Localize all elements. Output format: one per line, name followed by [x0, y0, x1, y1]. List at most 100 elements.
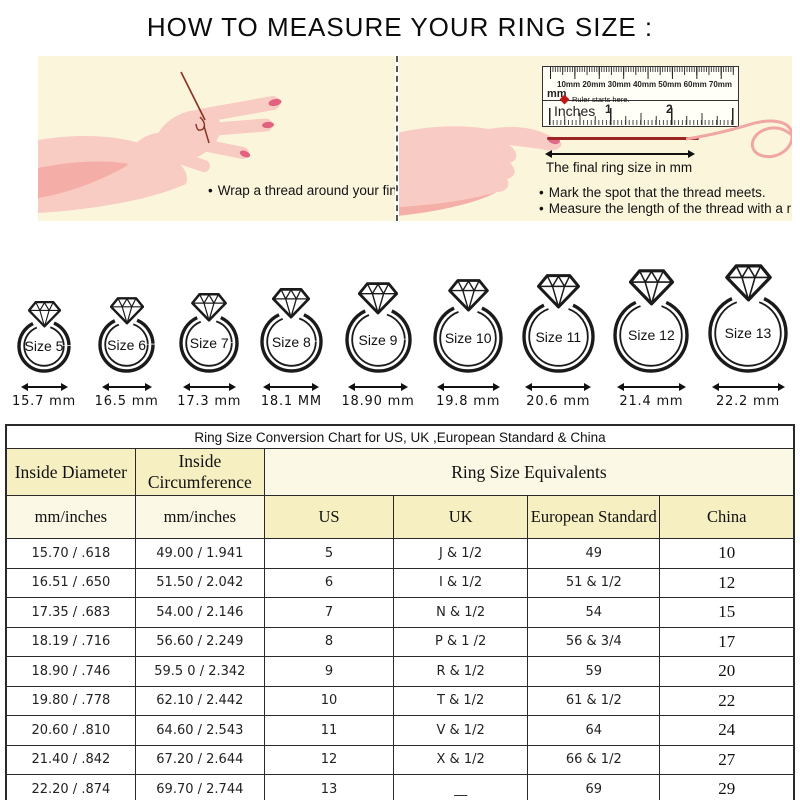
- bullet-icon: •: [539, 185, 544, 200]
- ring-diameter-value: 19.8 mm: [436, 394, 501, 409]
- table-cell: 12: [659, 567, 795, 598]
- table-cell: 10: [263, 685, 395, 716]
- ring-diameter-value: 22.2 mm: [715, 394, 780, 409]
- ring-size-item: Size 10 19.8 mm: [433, 278, 503, 409]
- bullet-icon: •: [539, 201, 544, 216]
- measured-thread-icon: [547, 137, 699, 140]
- diamond-icon: [536, 273, 580, 309]
- table-cell: 17.35 / .683: [5, 597, 136, 628]
- table-cell: 54.00 / 2.146: [134, 597, 265, 628]
- ring-diameter-value: 18.90 mm: [341, 394, 415, 409]
- table-row: 22.20 / .874 69.70 / 2.744 13 __ 69 29: [5, 774, 795, 800]
- table-cell: P & 1 /2: [393, 626, 529, 657]
- ring-size-label: Size 6: [107, 336, 147, 353]
- ring-size-label: Size 9: [358, 331, 398, 348]
- ring-diameter-value: 17.3 mm: [177, 394, 242, 409]
- table-cell: 5: [263, 538, 395, 569]
- ruler-illustration: 10mm 20mm 30mm 40mm 50mm 60mm 70mm mm Ruler st…: [542, 66, 739, 127]
- diameter-arrow: [348, 382, 409, 392]
- diamond-icon: [724, 263, 772, 302]
- table-row: 17.35 / .683 54.00 / 2.146 7 N & 1/2 54 15: [5, 597, 795, 628]
- panel-divider: [396, 56, 398, 221]
- table-cell: 21.40 / .842: [5, 744, 136, 775]
- mm-tick-labels: 10mm 20mm 30mm 40mm 50mm 60mm 70mm: [557, 80, 732, 89]
- table-cell: 15.70 / .618: [5, 538, 136, 569]
- ring-size-label: Size 5: [24, 338, 64, 354]
- table-cell: R & 1/2: [393, 656, 529, 687]
- ring-size-item: Size 5 15.7 mm: [12, 300, 76, 409]
- table-cell: 51.50 / 2.042: [134, 567, 265, 598]
- mm-tick-label: 30mm: [607, 80, 631, 89]
- caption-text: Mark the spot that the thread meets.: [548, 185, 766, 200]
- table-cell: 10: [659, 538, 795, 569]
- ring-diameter-value: 21.4 mm: [619, 394, 684, 409]
- diameter-arrow: [711, 382, 785, 392]
- table-cell: 67.20 / 2.644: [134, 744, 265, 775]
- ring-diameter-value: 20.6 mm: [526, 394, 591, 409]
- table-cell: __: [393, 774, 529, 800]
- mm-tick-marks: [550, 67, 735, 79]
- mm-tick-label: 40mm: [632, 80, 657, 89]
- table-cell: 69.70 / 2.744: [134, 774, 265, 800]
- table-title: Ring Size Conversion Chart for US, UK ,E…: [5, 424, 795, 449]
- diamond-icon: [272, 287, 311, 319]
- table-cell: 18.19 / .716: [5, 626, 136, 657]
- sub-header-0: mm/inches: [5, 495, 136, 539]
- ring-size-label: Size 13: [724, 325, 772, 341]
- diamond-icon: [191, 292, 228, 322]
- sub-header-row: mm/inches mm/inches US UK European Standard C…: [5, 495, 795, 539]
- table-cell: 51 & 1/2: [527, 567, 661, 598]
- mm-tick-label: 70mm: [708, 80, 732, 89]
- ring-diameter-value: 16.5 mm: [94, 394, 159, 409]
- ring-size-item: Size 6 16.5 mm: [95, 296, 159, 409]
- table-cell: 56.60 / 2.249: [134, 626, 265, 657]
- thread-icon: [180, 71, 206, 121]
- table-cell: T & 1/2: [393, 685, 529, 716]
- table-row: 19.80 / .778 62.10 / 2.442 10 T & 1/2 61 & 1…: [5, 685, 795, 716]
- table-row: 18.19 / .716 56.60 / 2.249 8 P & 1 /2 56 & 3…: [5, 626, 795, 657]
- table-cell: 22.20 / .874: [5, 774, 136, 800]
- ring-size-item: Size 9 18.90 mm: [341, 281, 414, 409]
- diamond-icon: [109, 296, 144, 325]
- measure-length-caption: • Measure the length of the thread with a…: [539, 201, 792, 216]
- table-cell: 66 & 1/2: [527, 744, 661, 775]
- diamond-icon: [357, 281, 399, 315]
- sub-header-3: UK: [393, 495, 529, 539]
- inside-circumference-header: Inside Circumference: [134, 448, 265, 496]
- table-row: 20.60 / .810 64.60 / 2.543 11 V & 1/2 64 24: [5, 715, 795, 746]
- diameter-arrow: [616, 382, 686, 392]
- diamond-icon: [447, 278, 489, 312]
- ring-size-item: Size 7 17.3 mm: [177, 292, 241, 409]
- table-cell: 29: [659, 774, 795, 800]
- mm-tick-label: 10mm: [557, 80, 581, 89]
- ring-band-icon: Size 11: [522, 300, 595, 373]
- ring-band-icon: Size 12: [613, 297, 690, 373]
- sub-header-4: European Standard: [527, 495, 661, 539]
- pointing-hand-illustration: [399, 126, 562, 216]
- table-cell: 54: [527, 597, 661, 628]
- ring-diameter-value: 18.1 MM: [260, 394, 322, 409]
- diameter-arrow: [525, 382, 592, 392]
- inch-tick-marks: [549, 108, 735, 125]
- table-cell: 49: [527, 538, 661, 569]
- page-title: HOW TO MEASURE YOUR RING SIZE :: [146, 12, 654, 42]
- ring-size-item: Size 8 18.1 MM: [260, 287, 323, 409]
- final-size-label: The final ring size in mm: [545, 160, 693, 175]
- ring-band-icon: Size 6: [98, 316, 155, 373]
- table-cell: 7: [263, 597, 395, 628]
- table-title-row: Ring Size Conversion Chart for US, UK ,E…: [5, 424, 795, 449]
- table-cell: 17: [659, 626, 795, 657]
- sub-header-1: mm/inches: [134, 495, 265, 539]
- caption-text: Wrap a thread around your finger: [217, 183, 395, 198]
- table-cell: 8: [263, 626, 395, 657]
- diameter-arrow: [182, 382, 236, 392]
- table-cell: X & 1/2: [393, 744, 529, 775]
- table-cell: 11: [263, 715, 395, 746]
- ring-size-label: Size 12: [628, 327, 675, 343]
- mm-tick-label: 20mm: [582, 80, 606, 89]
- table-cell: 69: [527, 774, 661, 800]
- table-cell: 19.80 / .778: [5, 685, 136, 716]
- mm-tick-label: 50mm: [658, 80, 682, 89]
- diameter-arrow: [20, 382, 68, 392]
- ring-band-icon: Size 7: [179, 313, 239, 373]
